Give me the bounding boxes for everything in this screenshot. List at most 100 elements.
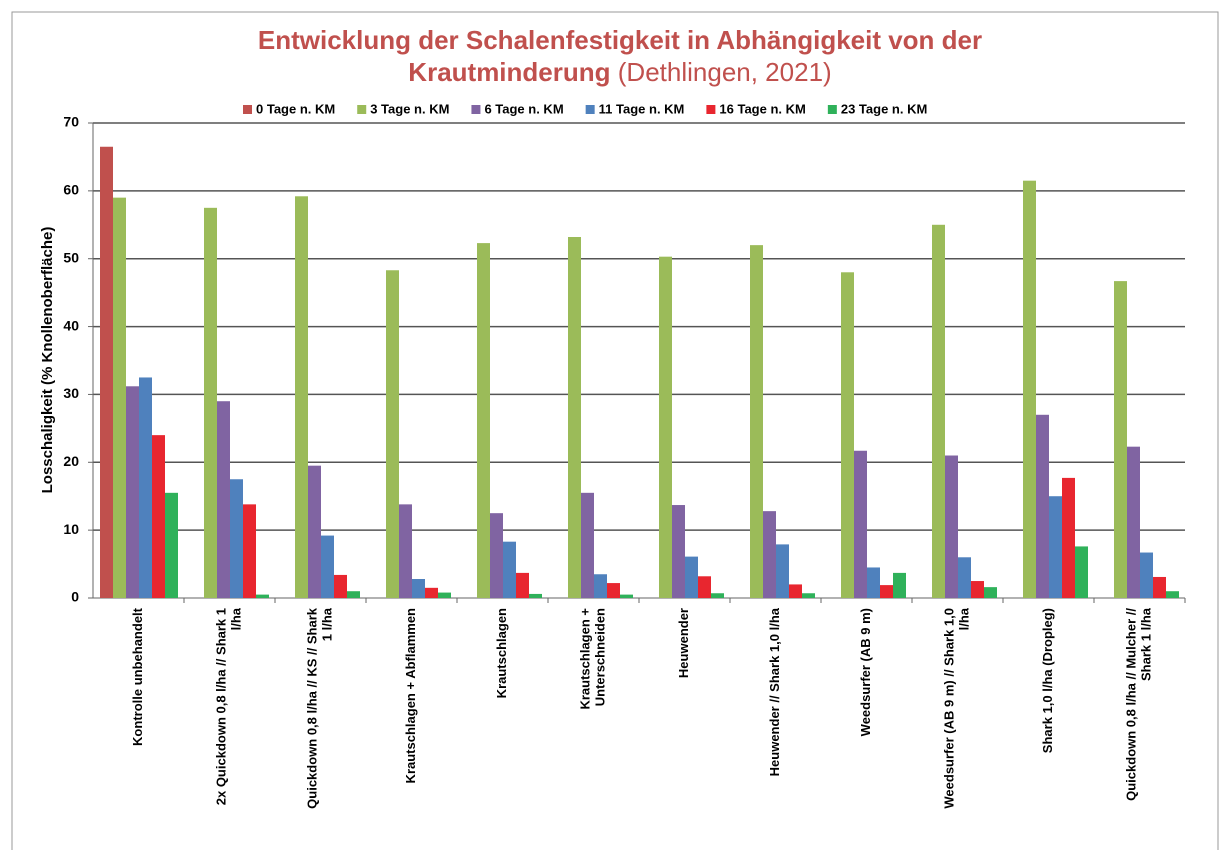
- bar: [347, 591, 360, 598]
- bar: [1127, 446, 1140, 598]
- bar: [711, 593, 724, 598]
- bar: [503, 541, 516, 598]
- bar: [308, 465, 321, 598]
- x-tick-label: Weedsurfer (AB 9 m): [858, 608, 873, 736]
- bar: [568, 237, 581, 598]
- bar: [1075, 546, 1088, 598]
- bar: [685, 556, 698, 598]
- legend-swatch: [471, 105, 481, 114]
- bar: [763, 511, 776, 598]
- bar: [412, 579, 425, 598]
- bar: [1166, 591, 1179, 598]
- chart-title: Entwicklung der Schalenfestigkeit in Abh…: [258, 25, 982, 55]
- bar: [438, 592, 451, 598]
- bar: [750, 245, 763, 598]
- bar: [776, 544, 789, 598]
- x-tick-label: Quickdown 0,8 l/ha // Mulcher //: [1123, 608, 1138, 801]
- bar: [659, 256, 672, 598]
- bar: [243, 504, 256, 598]
- bar: [1140, 552, 1153, 598]
- x-tick-label: Kontrolle unbehandelt: [130, 607, 145, 746]
- bar: [139, 377, 152, 598]
- bar: [1023, 180, 1036, 598]
- x-tick-label: 2x Quickdown 0,8 l/ha // Shark 1: [213, 608, 228, 805]
- y-tick-label: 20: [63, 453, 79, 469]
- bar: [867, 567, 880, 598]
- legend-swatch: [585, 105, 595, 114]
- bar: [880, 585, 893, 598]
- bar: [204, 207, 217, 599]
- bar: [932, 224, 945, 599]
- bar: [1049, 496, 1062, 598]
- bar: [516, 572, 529, 598]
- legend-swatch: [357, 105, 367, 114]
- x-tick-label: Krautschlagen +: [577, 608, 592, 710]
- bar: [386, 270, 399, 598]
- bar: [672, 505, 685, 598]
- y-tick-label: 40: [63, 317, 79, 333]
- bar: [1062, 477, 1075, 598]
- legend-label: 23 Tage n. KM: [841, 101, 927, 116]
- y-axis-label: Losschaligkeit (% Knollenoberfläche): [39, 227, 56, 494]
- bar: [620, 594, 633, 598]
- x-tick-label: l/ha: [228, 607, 243, 630]
- x-tick-label: Weedsurfer (AB 9 m) // Shark 1,0: [941, 608, 956, 809]
- bar: [165, 492, 178, 598]
- bar: [945, 455, 958, 598]
- bar: [100, 146, 113, 598]
- bar: [256, 594, 269, 598]
- bar: [841, 272, 854, 598]
- x-tick-label: 1 l/ha: [319, 607, 334, 641]
- bar: [230, 479, 243, 598]
- y-tick-label: 70: [63, 114, 79, 130]
- legend-label: 3 Tage n. KM: [370, 101, 449, 116]
- x-tick-label: Krautschlagen + Abflammen: [403, 608, 418, 783]
- bar: [971, 581, 984, 598]
- legend-swatch: [243, 105, 252, 114]
- bar: [854, 450, 867, 598]
- x-tick-label: l/ha: [956, 607, 971, 630]
- x-tick-label: Krautschlagen: [494, 608, 509, 698]
- bar: [217, 401, 230, 598]
- x-tick-label: Quickdown 0,8 l/ha // KS // Shark: [304, 607, 319, 809]
- bar: [958, 557, 971, 598]
- bar: [984, 587, 997, 598]
- y-tick-label: 60: [63, 182, 79, 198]
- bar: [594, 574, 607, 598]
- legend-label: 6 Tage n. KM: [484, 101, 563, 116]
- legend-label: 0 Tage n. KM: [256, 101, 335, 116]
- bar: [581, 492, 594, 598]
- bar: [1153, 576, 1166, 598]
- chart-title: Krautminderung: [408, 57, 610, 87]
- x-tick-label: Unterschneiden: [592, 608, 607, 706]
- x-tick-label: Shark 1 l/ha: [1138, 607, 1153, 681]
- bar: [126, 386, 139, 598]
- y-tick-label: 50: [63, 249, 79, 265]
- legend-label: 11 Tage n. KM: [599, 101, 685, 116]
- y-tick-label: 0: [71, 589, 79, 605]
- y-tick-label: 30: [63, 385, 79, 401]
- bar: [893, 572, 906, 598]
- bar: [789, 584, 802, 598]
- bar: [113, 197, 126, 598]
- bar: [490, 513, 503, 598]
- y-tick-label: 10: [63, 521, 79, 537]
- x-tick-label: Heuwender // Shark 1,0 l/ha: [767, 607, 782, 776]
- bar: [477, 243, 490, 598]
- chart-title: Krautminderung (Dethlingen, 2021): [408, 57, 831, 87]
- bar: [334, 574, 347, 598]
- legend-swatch: [706, 105, 716, 114]
- bar: [698, 576, 711, 598]
- bar: [1036, 414, 1049, 598]
- bar: [1114, 281, 1127, 598]
- x-tick-label: Heuwender: [676, 608, 691, 678]
- bar: [152, 435, 165, 598]
- bar: [399, 504, 412, 598]
- bar: [607, 583, 620, 598]
- bar: [321, 535, 334, 598]
- chart-subtitle: (Dethlingen, 2021): [618, 57, 832, 87]
- bar: [529, 593, 542, 598]
- x-tick-label: Shark 1,0 l/ha (Dropleg): [1040, 608, 1055, 753]
- legend-label: 16 Tage n. KM: [719, 101, 805, 116]
